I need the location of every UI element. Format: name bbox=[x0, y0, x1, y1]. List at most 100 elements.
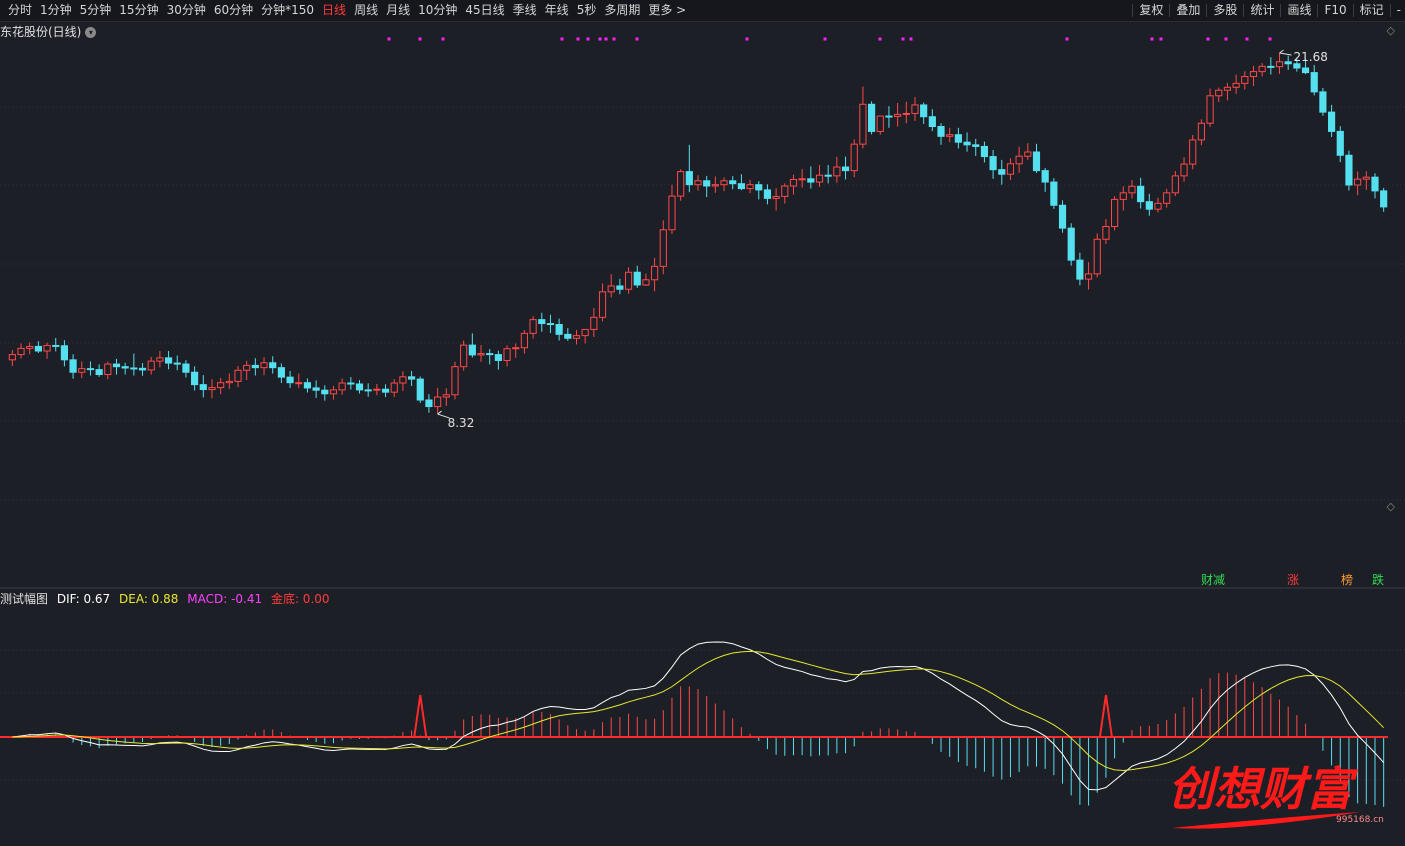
period-tab-3[interactable]: 15分钟 bbox=[119, 3, 159, 17]
candle-body bbox=[112, 363, 121, 368]
candle bbox=[338, 378, 346, 395]
candle bbox=[468, 333, 476, 358]
candle bbox=[277, 363, 285, 384]
candle-body bbox=[520, 332, 529, 349]
tool-button-4[interactable]: 画线 bbox=[1287, 3, 1312, 17]
candle-body bbox=[685, 171, 693, 186]
candle bbox=[199, 375, 207, 398]
period-tab-12[interactable]: 季线 bbox=[512, 3, 537, 17]
candle bbox=[624, 267, 633, 294]
candle-body bbox=[1015, 155, 1023, 165]
candle-body bbox=[1006, 163, 1015, 175]
candle bbox=[243, 360, 251, 381]
candle-body bbox=[512, 347, 520, 350]
candle-body bbox=[407, 376, 416, 380]
candle bbox=[659, 220, 667, 275]
candle-body bbox=[651, 265, 659, 281]
candle bbox=[234, 366, 242, 388]
candle-body bbox=[772, 195, 780, 199]
candle bbox=[121, 362, 129, 375]
tool-button-5[interactable]: F10 bbox=[1324, 3, 1347, 17]
period-tab-5[interactable]: 60分钟 bbox=[213, 3, 254, 17]
chevron-down-icon[interactable]: ▾ bbox=[85, 27, 97, 38]
candle-body bbox=[486, 353, 494, 356]
period-tab-0[interactable]: 分时 bbox=[8, 3, 33, 17]
candle-body bbox=[1327, 111, 1336, 132]
candle bbox=[1154, 197, 1162, 213]
candle bbox=[312, 380, 320, 399]
candle bbox=[286, 370, 294, 388]
period-tab-14[interactable]: 5秒 bbox=[576, 3, 597, 17]
candle-body bbox=[191, 371, 199, 386]
candle-body bbox=[1293, 63, 1301, 69]
indicator-name: 测试幅图 bbox=[0, 592, 49, 606]
period-tab-8[interactable]: 周线 bbox=[354, 3, 379, 17]
period-tab-1[interactable]: 1分钟 bbox=[40, 3, 72, 17]
candle-body bbox=[1163, 192, 1171, 204]
candle-body bbox=[1362, 176, 1370, 180]
signal-marker-5 bbox=[586, 37, 590, 41]
stock-title[interactable]: 东花股份(日线) ▾ bbox=[0, 23, 97, 40]
signal-tag-3: 跌 bbox=[1372, 572, 1384, 587]
candle bbox=[1128, 180, 1136, 199]
candle bbox=[1362, 171, 1370, 190]
candle-body bbox=[564, 333, 572, 339]
candle bbox=[329, 385, 338, 400]
candle-body bbox=[416, 378, 424, 401]
signal-marker-19 bbox=[1224, 37, 1228, 41]
diamond-icon-2[interactable]: ◇ bbox=[1386, 500, 1395, 513]
candle-body bbox=[711, 184, 719, 187]
candle-body bbox=[130, 367, 138, 370]
candle bbox=[520, 330, 529, 354]
candle-body bbox=[1171, 175, 1179, 194]
diamond-icon[interactable]: ◇ bbox=[1386, 24, 1395, 37]
candle bbox=[1015, 146, 1023, 173]
candle-body bbox=[633, 271, 641, 286]
candle bbox=[572, 330, 581, 345]
candle bbox=[1032, 143, 1041, 173]
tool-button-6[interactable]: 标记 bbox=[1359, 3, 1384, 17]
candle bbox=[1249, 65, 1258, 86]
tool-button-3[interactable]: 统计 bbox=[1250, 3, 1275, 17]
period-tab-16[interactable]: 更多 > bbox=[648, 3, 687, 17]
candle-body bbox=[894, 113, 902, 117]
candle bbox=[164, 350, 173, 370]
tool-button-0[interactable]: 复权 bbox=[1139, 3, 1164, 17]
candle bbox=[390, 379, 398, 398]
period-tab-13[interactable]: 年线 bbox=[544, 3, 569, 17]
candle-body bbox=[607, 285, 615, 293]
period-tab-7[interactable]: 日线 bbox=[322, 3, 347, 17]
candle-body bbox=[164, 357, 173, 364]
tool-button-2[interactable]: 多股 bbox=[1213, 3, 1238, 17]
candle bbox=[191, 366, 199, 391]
candle-body bbox=[1215, 89, 1223, 97]
candle bbox=[1215, 87, 1223, 103]
signal-marker-13 bbox=[901, 37, 905, 41]
tool-button-7[interactable]: - bbox=[1396, 3, 1401, 17]
candle-body bbox=[1058, 204, 1067, 229]
period-tab-15[interactable]: 多周期 bbox=[604, 3, 641, 17]
period-tab-11[interactable]: 45日线 bbox=[465, 3, 505, 17]
candle bbox=[60, 340, 69, 367]
candle-body bbox=[1275, 61, 1284, 68]
tool-button-1[interactable]: 叠加 bbox=[1176, 3, 1201, 17]
signal-marker-17 bbox=[1159, 37, 1163, 41]
period-tab-9[interactable]: 月线 bbox=[386, 3, 411, 17]
candle bbox=[668, 184, 676, 235]
candle bbox=[1336, 126, 1344, 163]
period-tab-6[interactable]: 分钟*150 bbox=[261, 3, 315, 17]
period-tab-10[interactable]: 10分钟 bbox=[418, 3, 458, 17]
candle bbox=[729, 176, 737, 190]
period-tab-4[interactable]: 30分钟 bbox=[166, 3, 206, 17]
candle bbox=[1293, 57, 1301, 72]
candle bbox=[373, 384, 381, 396]
candle-body bbox=[1319, 91, 1327, 113]
candle-body bbox=[937, 126, 945, 137]
period-tab-2[interactable]: 5分钟 bbox=[79, 3, 112, 17]
candle bbox=[633, 265, 641, 288]
candle bbox=[78, 361, 86, 379]
candle-body bbox=[876, 115, 884, 132]
candle-body bbox=[451, 366, 459, 396]
candle bbox=[1163, 188, 1171, 208]
